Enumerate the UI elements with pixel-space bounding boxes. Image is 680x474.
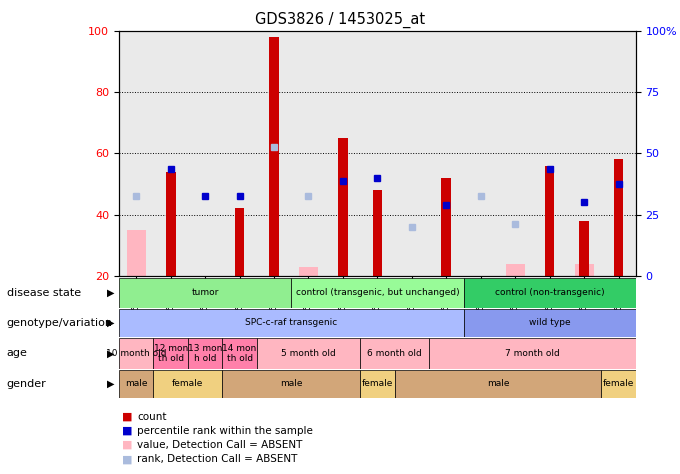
Bar xyxy=(498,31,532,276)
Text: male: male xyxy=(487,380,509,388)
Text: 6 month old: 6 month old xyxy=(367,349,422,358)
Text: percentile rank within the sample: percentile rank within the sample xyxy=(137,426,313,436)
Bar xyxy=(119,31,154,276)
Text: male: male xyxy=(125,380,148,388)
Bar xyxy=(222,338,257,369)
Text: gender: gender xyxy=(7,379,46,389)
Bar xyxy=(291,31,326,276)
Text: ▶: ▶ xyxy=(107,288,115,298)
Bar xyxy=(154,31,188,276)
Bar xyxy=(166,172,175,276)
Text: tumor: tumor xyxy=(192,289,219,297)
Bar xyxy=(360,338,429,369)
Text: ■: ■ xyxy=(122,440,133,450)
Bar xyxy=(119,338,154,369)
Text: ▶: ▶ xyxy=(107,379,115,389)
Text: 5 month old: 5 month old xyxy=(281,349,336,358)
Text: 10 month old: 10 month old xyxy=(106,349,167,358)
Text: control (transgenic, but unchanged): control (transgenic, but unchanged) xyxy=(296,289,459,297)
Bar xyxy=(545,165,554,276)
Text: disease state: disease state xyxy=(7,288,81,298)
Text: female: female xyxy=(603,380,634,388)
Bar xyxy=(601,370,636,398)
Bar xyxy=(403,276,422,282)
Text: 12 mon
th old: 12 mon th old xyxy=(154,344,188,363)
Bar xyxy=(188,338,222,369)
Bar xyxy=(257,31,291,276)
Text: age: age xyxy=(7,348,28,358)
Bar xyxy=(506,264,525,276)
Bar xyxy=(326,31,360,276)
Bar xyxy=(299,267,318,276)
Text: ■: ■ xyxy=(122,454,133,465)
Bar xyxy=(464,31,498,276)
Bar xyxy=(119,370,154,398)
Text: ■: ■ xyxy=(122,411,133,422)
Text: 7 month old: 7 month old xyxy=(505,349,560,358)
Bar xyxy=(464,309,636,337)
Bar xyxy=(532,31,567,276)
Bar xyxy=(360,31,394,276)
Text: female: female xyxy=(362,380,393,388)
Bar xyxy=(360,370,394,398)
Text: control (non-transgenic): control (non-transgenic) xyxy=(495,289,605,297)
Bar xyxy=(338,138,347,276)
Bar xyxy=(154,338,188,369)
Bar xyxy=(464,278,636,308)
Text: count: count xyxy=(137,411,167,422)
Bar xyxy=(119,278,291,308)
Text: 14 mon
th old: 14 mon th old xyxy=(222,344,257,363)
Text: genotype/variation: genotype/variation xyxy=(7,318,113,328)
Text: ■: ■ xyxy=(122,426,133,436)
Text: rank, Detection Call = ABSENT: rank, Detection Call = ABSENT xyxy=(137,454,298,465)
Bar xyxy=(201,276,210,282)
Text: GDS3826 / 1453025_at: GDS3826 / 1453025_at xyxy=(255,12,425,28)
Text: wild type: wild type xyxy=(529,319,571,327)
Text: female: female xyxy=(172,380,203,388)
Bar xyxy=(394,31,429,276)
Bar xyxy=(222,31,257,276)
Bar xyxy=(235,209,244,276)
Bar xyxy=(394,370,601,398)
Bar xyxy=(188,31,222,276)
Text: value, Detection Call = ABSENT: value, Detection Call = ABSENT xyxy=(137,440,303,450)
Text: 13 mon
h old: 13 mon h old xyxy=(188,344,222,363)
Text: ▶: ▶ xyxy=(107,348,115,358)
Bar xyxy=(154,370,222,398)
Text: SPC-c-raf transgenic: SPC-c-raf transgenic xyxy=(245,319,337,327)
Bar xyxy=(119,309,464,337)
Bar xyxy=(291,278,464,308)
Bar xyxy=(126,230,146,276)
Text: male: male xyxy=(280,380,303,388)
Bar xyxy=(222,370,360,398)
Bar xyxy=(575,264,594,276)
Bar xyxy=(601,31,636,276)
Bar xyxy=(269,37,279,276)
Bar xyxy=(373,190,382,276)
Bar xyxy=(579,221,589,276)
Bar xyxy=(441,178,451,276)
Text: ▶: ▶ xyxy=(107,318,115,328)
Bar xyxy=(429,31,464,276)
Bar xyxy=(567,31,601,276)
Bar xyxy=(257,338,360,369)
Bar xyxy=(429,338,636,369)
Bar xyxy=(614,159,624,276)
